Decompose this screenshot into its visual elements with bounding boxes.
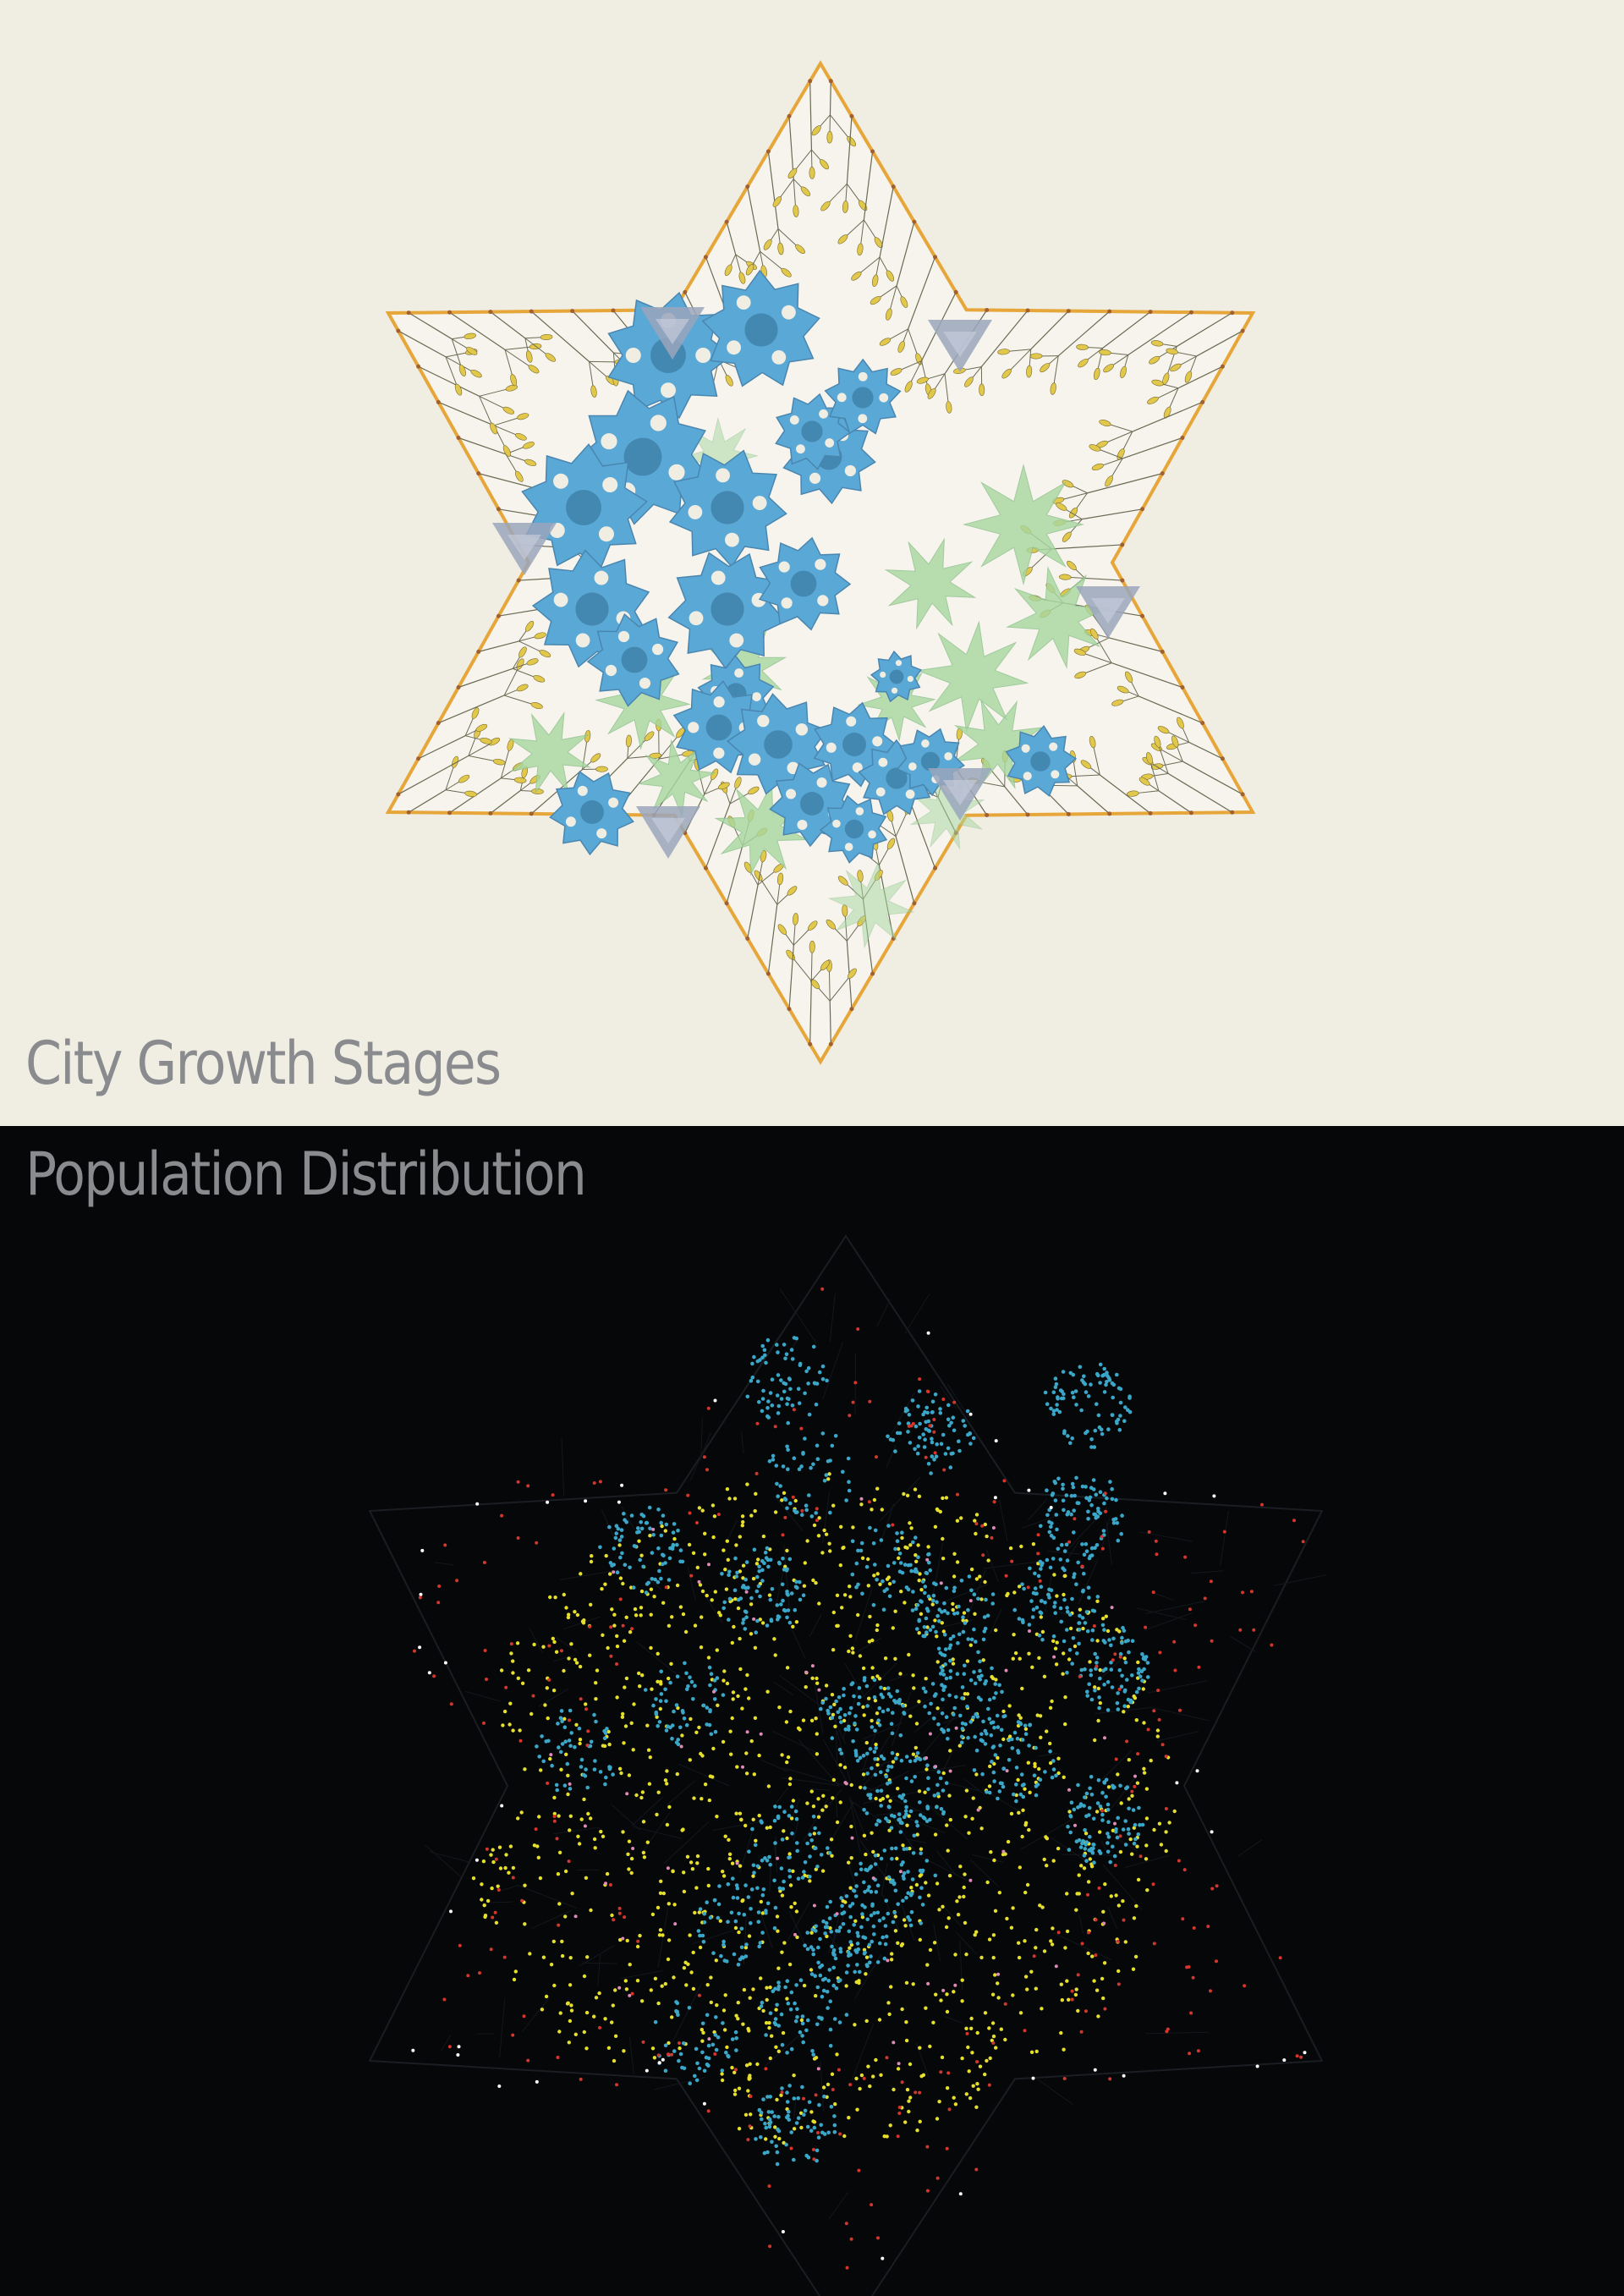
grey-marker	[492, 523, 557, 575]
outskirt-cluster	[396, 727, 506, 797]
green-district	[916, 620, 1029, 733]
outskirt-cluster	[488, 766, 544, 816]
outskirt-cluster	[1127, 752, 1193, 816]
outskirt-cluster	[851, 184, 896, 287]
outskirt-cluster	[1073, 628, 1185, 689]
grey-marker	[636, 806, 700, 859]
outskirt-cluster	[1147, 364, 1225, 419]
city-growth-panel: City Growth Stages	[0, 0, 1624, 1126]
outskirt-cluster	[879, 255, 938, 365]
green-district	[1006, 566, 1109, 669]
grey-marker	[1076, 586, 1140, 639]
green-district	[884, 537, 977, 630]
green-district	[827, 861, 915, 949]
population-map	[368, 1234, 1327, 2296]
outskirt-cluster	[837, 149, 883, 256]
green-district	[637, 739, 716, 818]
street-network	[368, 1234, 1327, 2296]
outskirt-cluster	[488, 310, 556, 363]
network-outline	[368, 1234, 1324, 2296]
outskirt-cluster	[787, 79, 829, 179]
outskirt-cluster	[811, 79, 857, 147]
outskirt-cluster	[1111, 671, 1205, 726]
outskirt-cluster	[763, 149, 805, 255]
outskirt-cluster	[870, 219, 917, 321]
outskirt-cluster	[820, 113, 868, 213]
grey-markers	[492, 307, 1140, 859]
outskirt-cluster	[416, 707, 492, 761]
city-growth-map	[385, 60, 1256, 1065]
outskirt-cluster	[772, 113, 811, 217]
green-district	[508, 711, 591, 794]
outskirt-cluster	[683, 758, 730, 836]
outskirt-cluster	[406, 755, 477, 815]
panel-title-population: Population Distribution	[25, 1140, 587, 1209]
outskirt-cluster	[476, 620, 551, 658]
outskirt-cluster	[810, 959, 857, 1046]
population-panel: Population Distribution	[0, 1126, 1624, 2296]
outskirt-cluster	[786, 940, 830, 1046]
outskirt-cluster	[456, 436, 537, 482]
outskirt-cluster	[1089, 436, 1185, 487]
population-dots	[411, 1287, 1307, 2270]
grey-marker	[928, 768, 992, 821]
outskirt-cluster	[416, 364, 518, 435]
outskirt-cluster	[456, 646, 546, 689]
outskirt-cluster	[436, 658, 543, 726]
grey-marker	[928, 320, 992, 372]
green-district	[963, 464, 1084, 585]
grey-marker	[640, 307, 705, 360]
outskirt-cluster	[777, 913, 818, 1012]
outskirt-cluster	[1166, 328, 1245, 383]
outskirt-cluster	[1099, 310, 1193, 379]
outskirt-cluster	[1149, 310, 1235, 385]
outskirt-cluster	[724, 219, 757, 284]
outskirt-cluster	[997, 309, 1071, 379]
dense-core-districts	[521, 269, 1078, 864]
outskirt-cluster	[436, 399, 529, 457]
outskirt-cluster	[406, 310, 478, 376]
panel-title-growth: City Growth Stages	[25, 1029, 502, 1098]
outskirt-cluster	[1029, 309, 1112, 395]
outskirt-cluster	[754, 870, 798, 976]
